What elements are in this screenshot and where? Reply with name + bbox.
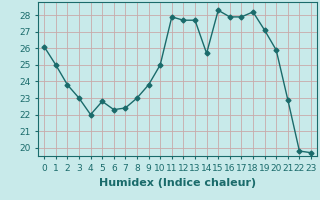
X-axis label: Humidex (Indice chaleur): Humidex (Indice chaleur): [99, 178, 256, 188]
